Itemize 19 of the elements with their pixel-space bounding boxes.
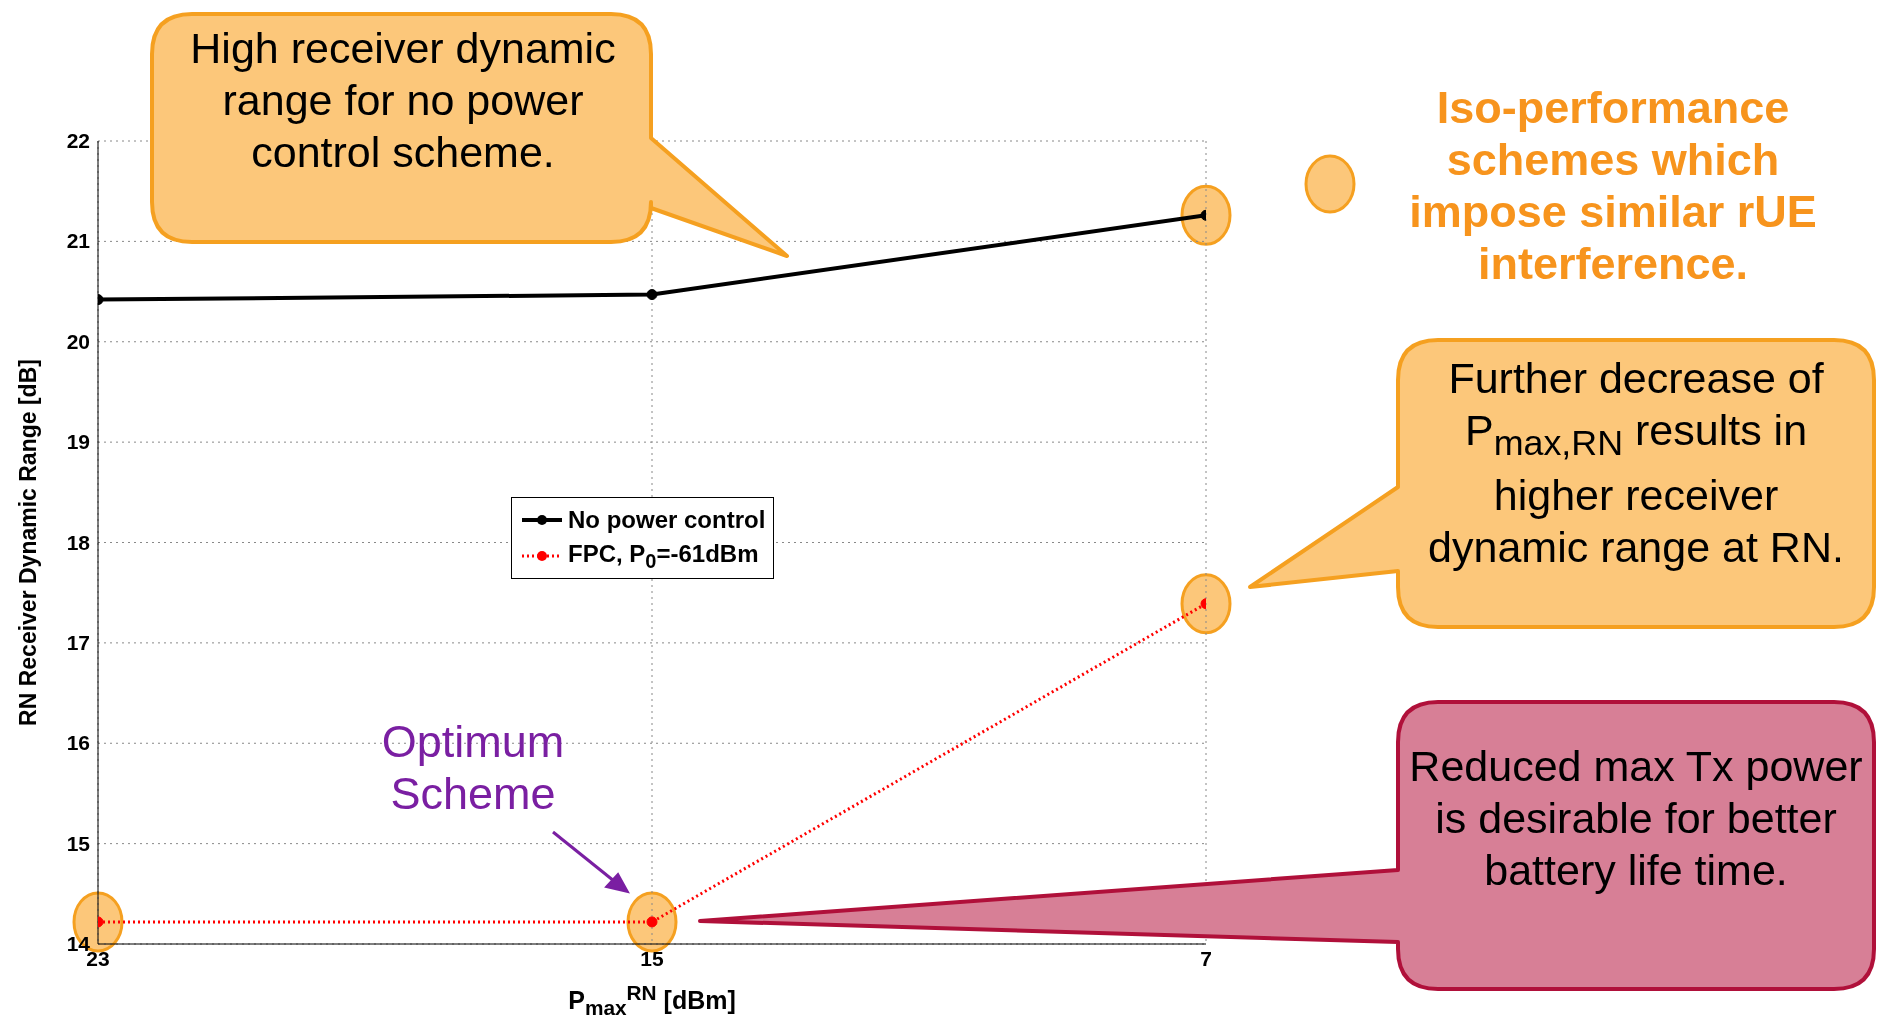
y-tick-label: 17 bbox=[66, 630, 90, 654]
x-axis-title: P$_{max}$$^{RN}$ [dBm] bbox=[567, 981, 737, 1021]
x-tick-label: 15 bbox=[640, 947, 664, 970]
y-tick-label: 15 bbox=[66, 831, 91, 855]
y-tick-label: 20 bbox=[66, 329, 90, 353]
legend-label: No power control bbox=[568, 506, 766, 534]
text: Iso-performance schemes which impose similar rUE interference. bbox=[1408, 82, 1818, 290]
y-tick-label: 18 bbox=[66, 530, 91, 554]
annotation: High receiver dynamic range for no power control scheme. bbox=[189, 23, 617, 178]
annotation: Optimum Scheme bbox=[380, 716, 566, 820]
x-tick-label: 7 bbox=[1200, 947, 1212, 970]
y-tick-label: 19 bbox=[66, 430, 90, 454]
y-tick-label: 22 bbox=[66, 129, 90, 152]
text: Reduced max Tx power is desirable for better battery life time. bbox=[1408, 741, 1864, 896]
legend-label: FPC, P$_{0}$=-61dBm bbox=[568, 539, 759, 573]
y-axis-title: RN Receiver Dynamic Range [dB] bbox=[14, 359, 42, 726]
text: Further decrease of P$_{max,RN}$ results in higher receiver dynamic range at RN. bbox=[1427, 353, 1845, 573]
y-tick-label: 21 bbox=[66, 229, 91, 253]
y-tick-label: 16 bbox=[66, 731, 90, 755]
